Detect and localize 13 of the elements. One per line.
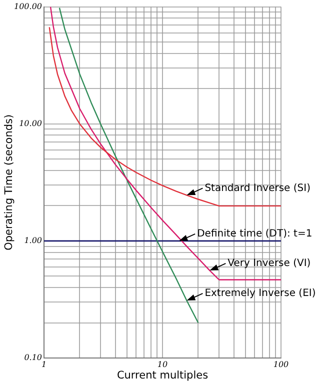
ref-line-label: Definite time (DT): t=1	[197, 228, 312, 240]
y-tick-label: 100.00	[14, 2, 42, 11]
series-label: Very Inverse (VI)	[228, 258, 311, 270]
y-axis-title: Operating Time (seconds)	[3, 114, 16, 250]
x-tick-label: 1	[41, 360, 47, 369]
x-tick-label: 100	[273, 360, 289, 369]
x-tick-label: 10	[157, 360, 168, 369]
series-label: Extremely Inverse (EI)	[204, 288, 316, 300]
y-tick-label: 0.10	[24, 353, 42, 362]
y-tick-label: 1.00	[24, 236, 42, 246]
y-tick-label: 10.00	[19, 118, 42, 128]
x-axis-title: Current multiples	[116, 369, 208, 382]
series-label: Standard Inverse (SI)	[204, 182, 311, 194]
